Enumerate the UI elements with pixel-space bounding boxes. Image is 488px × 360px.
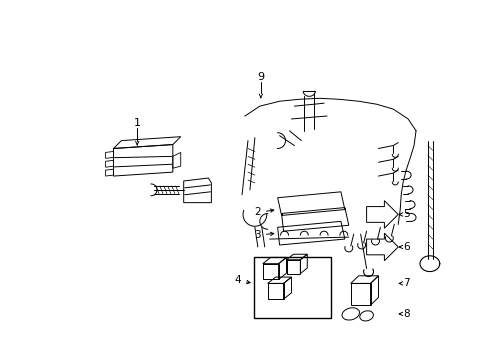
- Text: 4: 4: [234, 275, 241, 285]
- Text: 8: 8: [402, 309, 408, 319]
- Text: 7: 7: [402, 278, 408, 288]
- Text: 3: 3: [254, 230, 261, 240]
- Bar: [253, 257, 330, 318]
- Text: 5: 5: [402, 210, 408, 220]
- Text: 2: 2: [254, 207, 261, 217]
- Text: 1: 1: [133, 118, 141, 128]
- Text: 9: 9: [257, 72, 264, 82]
- Text: 6: 6: [402, 242, 408, 252]
- Bar: [350, 283, 370, 305]
